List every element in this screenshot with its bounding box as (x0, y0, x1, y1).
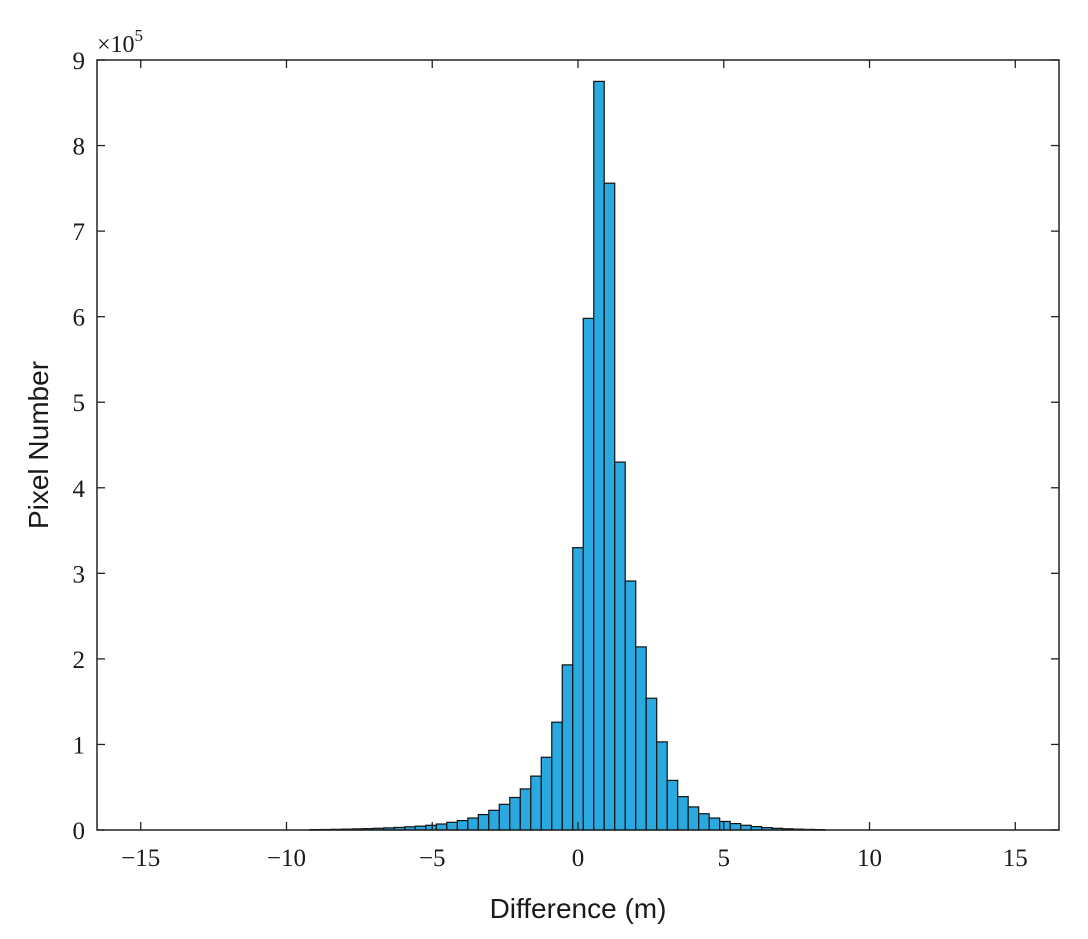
histogram-bar (698, 813, 710, 831)
y-tick-label: 4 (73, 476, 86, 503)
histogram-bar (519, 788, 532, 831)
histogram-bar (645, 697, 658, 831)
x-tick-label: 15 (1003, 845, 1028, 872)
histogram-bar (687, 806, 700, 831)
histogram-bar (635, 646, 647, 831)
histogram-bar (708, 817, 721, 831)
histogram-bar (551, 721, 563, 831)
histogram-bar (582, 317, 595, 831)
y-tick-label: 1 (73, 732, 86, 759)
histogram-bar (477, 813, 490, 831)
histogram-bar (593, 80, 605, 831)
y-tick-label: 8 (73, 134, 86, 161)
tick-labels: −15 −10 −5 0 5 10 15 0 1 2 3 4 5 6 7 8 9 (73, 48, 1028, 872)
y-tick-label: 9 (73, 48, 86, 75)
y-tick-label: 3 (73, 561, 86, 588)
x-tick-label: 10 (857, 845, 882, 872)
y-tick-label: 5 (73, 390, 86, 417)
axis-ticks (97, 59, 1059, 831)
histogram-bar (467, 817, 479, 831)
y-tick-label: 6 (73, 305, 86, 332)
histogram-bar (530, 775, 542, 831)
x-tick-label: −10 (267, 845, 306, 872)
histogram-bar (666, 779, 679, 831)
x-tick-label: −5 (419, 845, 446, 872)
x-axis-title: Difference (m) (490, 893, 667, 924)
x-tick-label: −15 (121, 845, 160, 872)
y-axis-title: Pixel Number (23, 361, 54, 529)
y-tick-label: 2 (73, 647, 86, 674)
histogram-bar (572, 547, 584, 831)
y-tick-label: 0 (73, 818, 86, 845)
histogram-bar (677, 796, 689, 831)
histogram-bar (435, 823, 448, 831)
histogram-bar (509, 796, 521, 831)
histogram-bar (624, 580, 637, 831)
histogram-bar (603, 182, 616, 831)
histogram-bar (498, 803, 511, 831)
y-tick-label: 7 (73, 219, 86, 246)
histogram-bar (656, 741, 668, 831)
histogram-bar (729, 822, 742, 831)
histogram-bar (446, 821, 458, 831)
histogram-bar (561, 664, 574, 831)
histogram-bar (614, 461, 626, 831)
histogram-bar (719, 820, 731, 831)
histogram-bars (309, 80, 826, 831)
histogram-bar (540, 756, 553, 831)
histogram-bar (488, 809, 500, 831)
x-tick-label: 0 (572, 845, 585, 872)
histogram-bar (456, 819, 469, 831)
x-tick-label: 5 (718, 845, 731, 872)
y-multiplier-label: ×105 (97, 26, 143, 58)
